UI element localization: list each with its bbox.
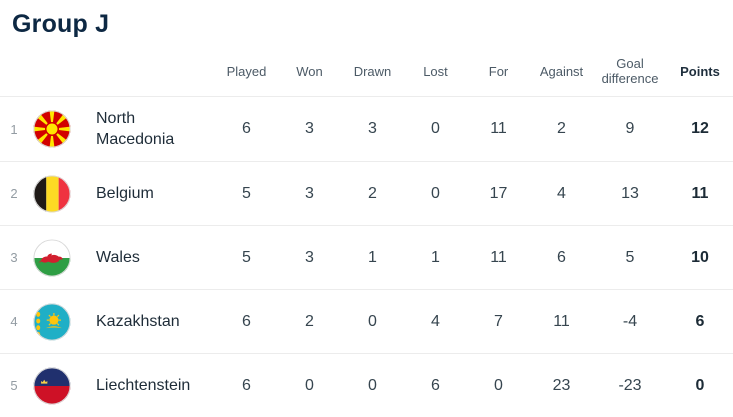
- table-header-row: Played Won Drawn Lost For Against Goal d…: [0, 46, 733, 96]
- column-header-goal-difference: Goal difference: [601, 56, 659, 86]
- rank-value: 3: [10, 250, 18, 265]
- column-header-points: Points: [680, 63, 720, 79]
- table-row[interactable]: 2 Belgium 5 3 2 0 17 4 13 11: [0, 161, 733, 225]
- column-header-played: Played: [226, 63, 267, 79]
- rank-value: 2: [10, 186, 18, 201]
- lost-value: 6: [431, 376, 440, 394]
- table-row[interactable]: 4: [0, 289, 733, 353]
- team-name: North Macedonia: [96, 110, 175, 148]
- won-value: 0: [305, 376, 314, 394]
- kazakhstan-flag-icon: [33, 302, 71, 341]
- won-value: 2: [305, 312, 314, 330]
- points-value: 12: [691, 120, 709, 137]
- points-value: 10: [691, 248, 709, 266]
- against-value: 11: [553, 312, 570, 330]
- table-row[interactable]: 1: [0, 96, 733, 161]
- for-value: 17: [489, 184, 508, 202]
- team-name: Liechtenstein: [96, 377, 191, 394]
- goal-difference-value: 9: [625, 120, 635, 137]
- lost-value: 0: [431, 184, 440, 202]
- for-value: 7: [494, 312, 503, 330]
- for-value: 11: [490, 248, 507, 266]
- column-header-lost: Lost: [423, 63, 448, 79]
- drawn-value: 2: [368, 184, 377, 202]
- goal-difference-value: -4: [622, 312, 638, 330]
- drawn-value: 3: [368, 120, 377, 137]
- points-value: 0: [695, 376, 705, 394]
- belgium-flag-icon: [33, 174, 71, 213]
- team-name: Kazakhstan: [96, 313, 180, 330]
- north-macedonia-flag-icon: [33, 110, 71, 148]
- rank-value: 1: [10, 121, 18, 137]
- column-header-won: Won: [296, 63, 323, 79]
- lost-value: 0: [431, 120, 440, 137]
- drawn-value: 1: [368, 248, 377, 266]
- column-header-drawn: Drawn: [353, 63, 392, 79]
- group-standings-table: Played Won Drawn Lost For Against Goal d…: [0, 46, 733, 417]
- column-header-against: Against: [539, 63, 584, 79]
- against-value: 4: [557, 184, 566, 202]
- points-value: 6: [695, 312, 705, 330]
- won-value: 3: [305, 184, 314, 202]
- page-title: Group J: [12, 10, 110, 38]
- rank-value: 5: [10, 378, 18, 393]
- against-value: 23: [552, 376, 571, 394]
- column-header-for: For: [488, 63, 509, 79]
- liechtenstein-flag-icon: [33, 366, 71, 405]
- points-value: 11: [691, 184, 709, 202]
- rank-value: 4: [10, 314, 18, 329]
- drawn-value: 0: [368, 312, 377, 330]
- team-name: Wales: [96, 249, 140, 266]
- played-value: 6: [242, 312, 251, 330]
- played-value: 6: [242, 376, 251, 394]
- played-value: 5: [242, 184, 251, 202]
- won-value: 3: [305, 120, 314, 137]
- against-value: 6: [557, 248, 566, 266]
- for-value: 0: [494, 376, 503, 394]
- goal-difference-value: -23: [618, 376, 642, 394]
- goal-difference-value: 5: [625, 248, 635, 266]
- played-value: 5: [242, 248, 251, 266]
- drawn-value: 0: [368, 376, 377, 394]
- team-name: Belgium: [96, 185, 154, 202]
- table-row[interactable]: 3 Wales 5 3 1 1 11 6 5 10: [0, 225, 733, 289]
- won-value: 3: [305, 248, 314, 266]
- lost-value: 1: [431, 248, 440, 266]
- played-value: 6: [242, 120, 251, 137]
- goal-difference-value: 13: [621, 184, 639, 202]
- wales-flag-icon: [33, 238, 71, 277]
- table-row[interactable]: 5 Liechtenstein 6 0 0 6 0 23 -23 0: [0, 353, 733, 417]
- against-value: 2: [557, 120, 566, 137]
- lost-value: 4: [431, 312, 440, 330]
- for-value: 11: [490, 120, 507, 137]
